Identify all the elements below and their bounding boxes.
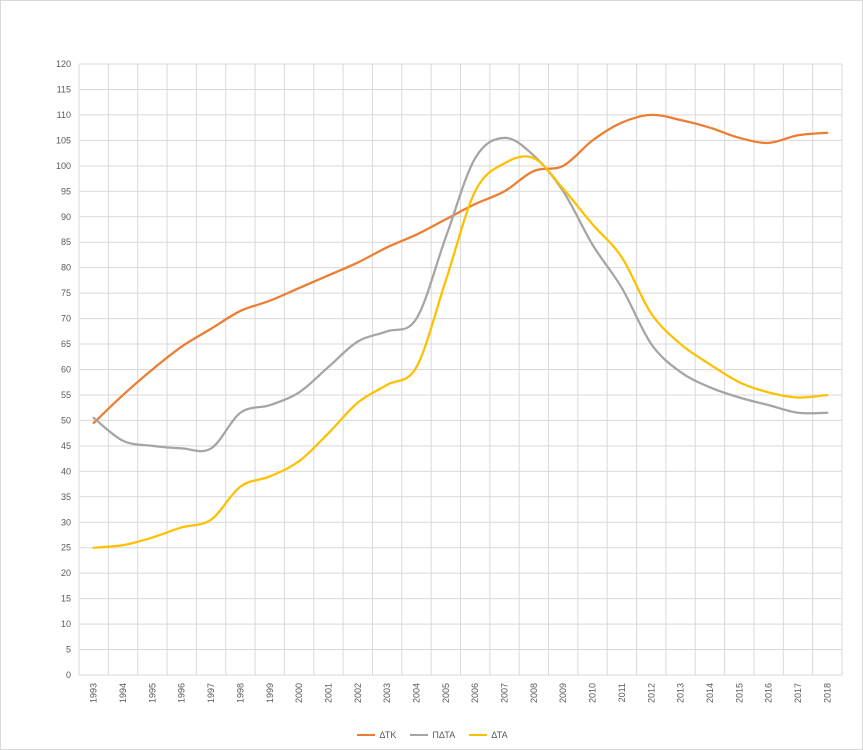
series-line <box>92 136 829 453</box>
x-tick-label: 2004 <box>411 683 421 703</box>
y-tick-label: 20 <box>61 568 71 578</box>
x-tick-label: 2000 <box>294 683 304 703</box>
x-tick-label: 1995 <box>147 683 157 703</box>
y-tick-label: 90 <box>61 212 71 222</box>
legend-item: ΠΔΤΑ <box>410 730 455 740</box>
x-tick-label: 2005 <box>441 683 451 703</box>
legend-label: ΔΤΑ <box>491 730 508 740</box>
y-tick-label: 105 <box>56 135 71 145</box>
x-tick-label: 1993 <box>89 683 99 703</box>
y-tick-label: 35 <box>61 492 71 502</box>
y-tick-label: 40 <box>61 466 71 476</box>
y-tick-label: 110 <box>57 110 71 120</box>
x-tick-label: 2007 <box>500 683 510 703</box>
x-tick-label: 2010 <box>588 683 598 703</box>
y-tick-label: 55 <box>61 390 71 400</box>
y-tick-label: 70 <box>61 314 71 324</box>
x-tick-label: 2017 <box>793 683 803 703</box>
x-tick-label: 2009 <box>558 683 568 703</box>
x-tick-label: 2015 <box>734 683 744 703</box>
y-tick-label: 75 <box>61 288 71 298</box>
y-tick-label: 25 <box>61 543 71 553</box>
y-tick-label: 120 <box>56 59 71 69</box>
y-tick-label: 60 <box>61 365 71 375</box>
series-line <box>92 113 829 425</box>
y-tick-label: 85 <box>61 237 71 247</box>
legend-item: ΔΤΑ <box>469 730 508 740</box>
y-tick-label: 10 <box>61 619 71 629</box>
legend-label: ΠΔΤΑ <box>432 730 456 740</box>
x-tick-label: 2006 <box>470 683 480 703</box>
y-tick-label: 45 <box>61 441 71 451</box>
x-tick-label: 2012 <box>646 683 656 703</box>
x-tick-label: 1999 <box>265 683 275 703</box>
x-tick-label: 2011 <box>617 683 627 702</box>
x-tick-label: 1996 <box>177 683 187 703</box>
y-tick-label: 100 <box>56 161 71 171</box>
x-tick-label: 2013 <box>676 683 686 703</box>
x-tick-label: 1998 <box>235 683 245 703</box>
x-tick-label: 2001 <box>323 683 333 703</box>
legend: ΔΤΚ ΠΔΤΑ ΔΤΑ <box>1 730 863 740</box>
legend-swatch <box>410 734 429 736</box>
x-tick-label: 2014 <box>705 683 715 703</box>
legend-label: ΔΤΚ <box>379 730 397 740</box>
x-tick-label: 1997 <box>206 683 216 703</box>
legend-item: ΔΤΚ <box>357 730 396 740</box>
y-tick-label: 0 <box>66 670 71 680</box>
x-tick-label: 1994 <box>118 683 128 703</box>
y-tick-label: 65 <box>61 339 71 349</box>
y-tick-label: 80 <box>61 263 71 273</box>
legend-swatch <box>357 734 376 736</box>
x-tick-label: 2018 <box>822 683 832 703</box>
y-tick-label: 95 <box>61 186 71 196</box>
y-tick-label: 5 <box>66 645 71 655</box>
y-tick-label: 115 <box>57 84 71 94</box>
y-tick-label: 15 <box>61 594 71 604</box>
x-tick-label: 2002 <box>353 683 363 703</box>
x-tick-label: 2016 <box>764 683 774 703</box>
x-tick-label: 2008 <box>529 683 539 703</box>
x-tick-label: 2003 <box>382 683 392 703</box>
y-tick-label: 30 <box>61 517 71 527</box>
legend-swatch <box>469 734 488 736</box>
y-tick-label: 50 <box>61 415 71 425</box>
series-line <box>92 155 829 549</box>
